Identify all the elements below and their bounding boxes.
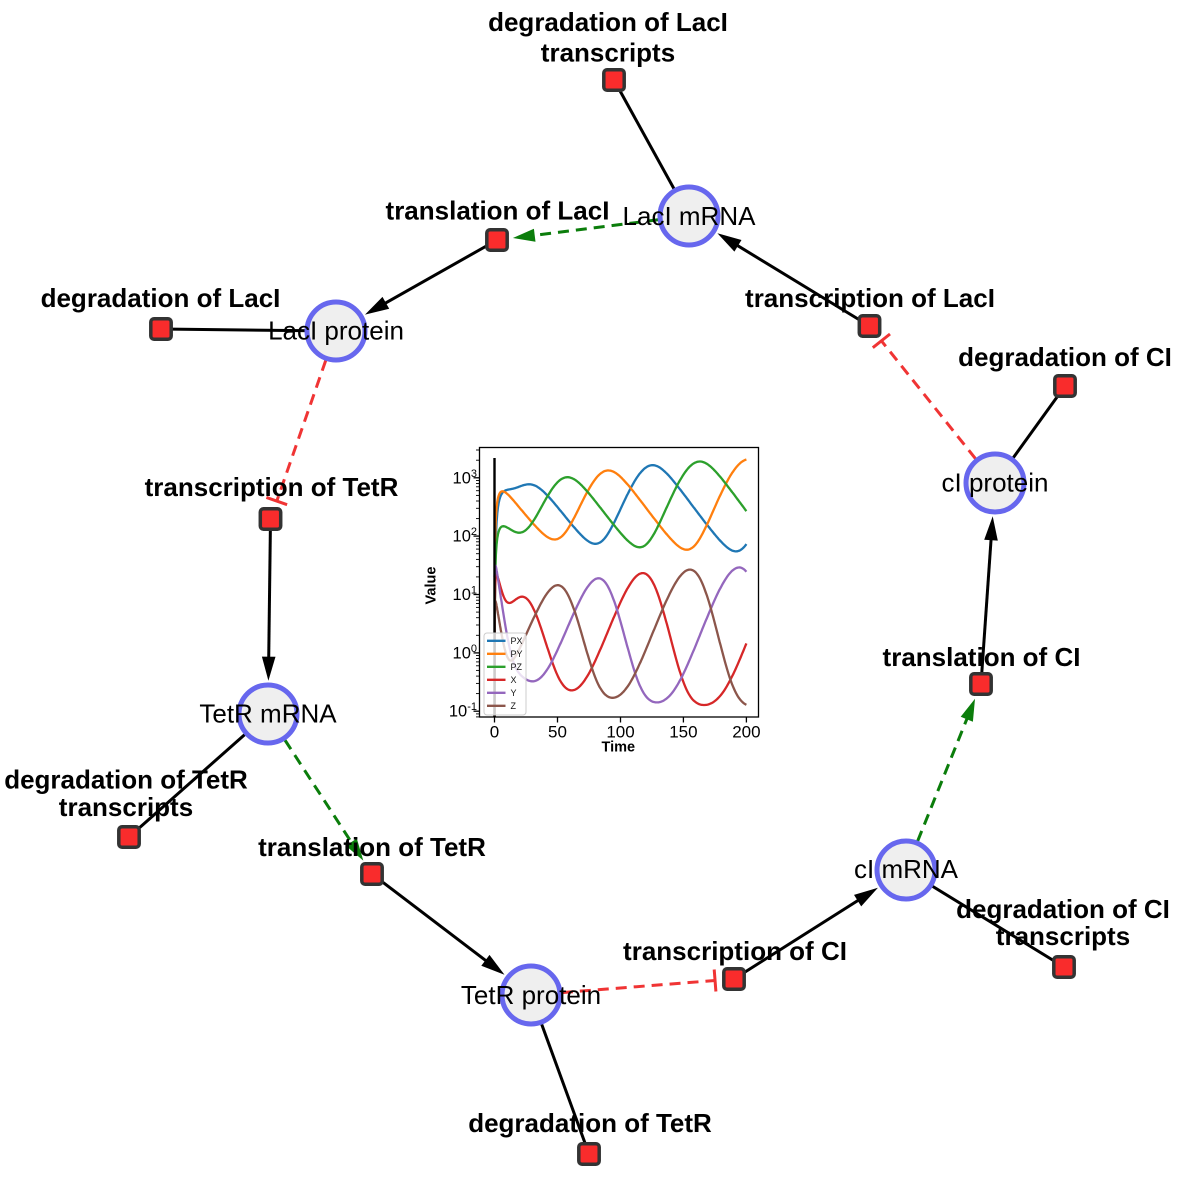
svg-text:150: 150 xyxy=(669,723,697,742)
svg-text:Z: Z xyxy=(511,701,517,711)
svg-text:PZ: PZ xyxy=(511,662,523,672)
svg-text:transcripts: transcripts xyxy=(541,38,675,68)
svg-text:PY: PY xyxy=(511,649,523,659)
svg-text:degradation of LacI: degradation of LacI xyxy=(488,7,728,37)
svg-text:TetR mRNA: TetR mRNA xyxy=(199,699,337,729)
svg-text:degradation of TetR: degradation of TetR xyxy=(468,1108,712,1138)
svg-text:transcripts: transcripts xyxy=(59,792,193,822)
svg-text:LacI mRNA: LacI mRNA xyxy=(623,201,757,231)
svg-text:0: 0 xyxy=(490,723,499,742)
svg-text:TetR protein: TetR protein xyxy=(461,980,601,1010)
svg-text:degradation of TetR: degradation of TetR xyxy=(4,765,248,795)
svg-text:transcription of CI: transcription of CI xyxy=(623,936,847,966)
svg-text:translation of LacI: translation of LacI xyxy=(386,196,610,226)
svg-text:50: 50 xyxy=(548,723,567,742)
svg-text:Y: Y xyxy=(511,688,517,698)
svg-text:transcription of TetR: transcription of TetR xyxy=(145,472,399,502)
svg-text:degradation of CI: degradation of CI xyxy=(958,342,1172,372)
svg-text:translation of TetR: translation of TetR xyxy=(258,832,486,862)
svg-text:LacI protein: LacI protein xyxy=(268,316,404,346)
svg-text:translation of CI: translation of CI xyxy=(883,642,1081,672)
svg-text:Time: Time xyxy=(602,740,636,756)
svg-text:100: 100 xyxy=(606,723,634,742)
svg-text:degradation of LacI: degradation of LacI xyxy=(41,283,281,313)
svg-text:Value: Value xyxy=(424,567,440,605)
svg-text:cI protein: cI protein xyxy=(942,468,1049,498)
svg-text:degradation of CI: degradation of CI xyxy=(956,894,1170,924)
svg-text:PX: PX xyxy=(511,636,523,646)
svg-text:200: 200 xyxy=(732,723,760,742)
svg-text:transcription of LacI: transcription of LacI xyxy=(745,283,995,313)
svg-text:transcripts: transcripts xyxy=(996,921,1130,951)
svg-text:cI mRNA: cI mRNA xyxy=(854,854,959,884)
svg-text:X: X xyxy=(511,675,517,685)
